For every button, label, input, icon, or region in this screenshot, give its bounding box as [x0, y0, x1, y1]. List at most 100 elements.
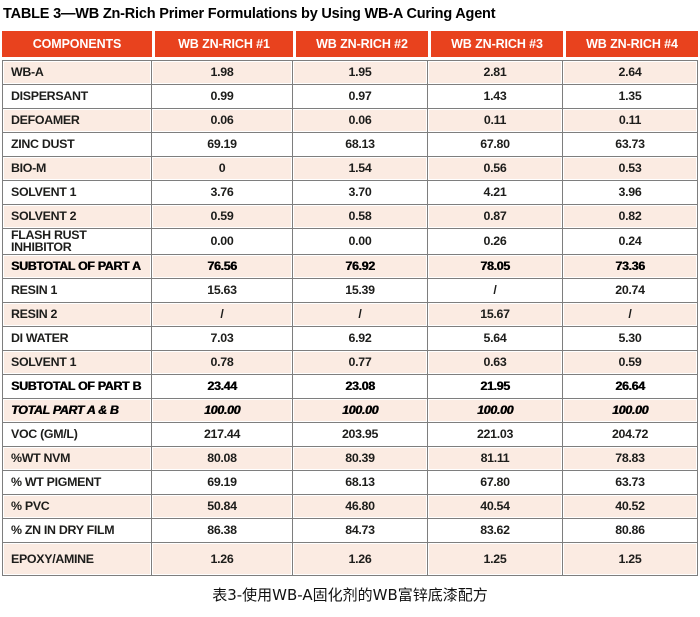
value-cell: 0.77	[293, 350, 428, 375]
value-cell: 217.44	[152, 422, 293, 447]
value-cell: 204.72	[563, 422, 698, 447]
table-row-bio-m: BIO-M 0 1.54 0.56 0.53	[2, 157, 698, 181]
table-row-total-part-a-b: TOTAL PART A & B 100.00 100.00 100.00 100.00	[2, 398, 698, 423]
row-label: ZINC DUST	[2, 133, 152, 157]
value-cell: 100.00	[563, 398, 698, 423]
value-cell: 23.44	[152, 374, 293, 399]
table-row-pvc: % PVC 50.84 46.80 40.54 40.52	[2, 494, 698, 519]
row-label: EPOXY/AMINE	[2, 542, 152, 576]
row-label: % ZN IN DRY FILM	[2, 518, 152, 543]
value-cell: /	[152, 302, 293, 327]
value-cell: 78.05	[428, 254, 563, 279]
value-cell: 0.87	[428, 205, 563, 229]
column-header-formulation-4: WB ZN-RICH #4	[563, 31, 698, 60]
value-cell: 100.00	[152, 398, 293, 423]
value-cell: 1.25	[563, 542, 698, 576]
value-cell: 203.95	[293, 422, 428, 447]
value-cell: 5.30	[563, 326, 698, 351]
row-label: BIO-M	[2, 157, 152, 181]
value-cell: 0.53	[563, 157, 698, 181]
column-header-formulation-1: WB ZN-RICH #1	[152, 31, 293, 60]
value-cell: 0.11	[563, 109, 698, 133]
value-cell: 15.63	[152, 278, 293, 303]
table-row-epoxy-amine: EPOXY/AMINE 1.26 1.26 1.25 1.25	[2, 542, 698, 576]
value-cell: 0.26	[428, 229, 563, 255]
value-cell: 0.58	[293, 205, 428, 229]
value-cell: 0.00	[152, 229, 293, 255]
table-row-resin-1: RESIN 1 15.63 15.39/20.74	[2, 278, 698, 303]
row-label: SOLVENT 1	[2, 350, 152, 375]
header-row: COMPONENTS WB ZN-RICH #1 WB ZN-RICH #2 WB Z…	[2, 31, 698, 60]
row-label: DEFOAMER	[2, 109, 152, 133]
value-cell: 15.67	[428, 302, 563, 327]
value-cell: 50.84	[152, 494, 293, 519]
value-cell: /	[293, 302, 428, 327]
value-cell: 0.06	[152, 109, 293, 133]
value-cell: 0	[152, 157, 293, 181]
value-cell: 0.11	[428, 109, 563, 133]
table-row-wt-nvm: %WT NVM 80.08 80.39 81.11 78.83	[2, 446, 698, 471]
value-cell: 78.83	[563, 446, 698, 471]
value-cell: 221.03	[428, 422, 563, 447]
row-label: DISPERSANT	[2, 85, 152, 109]
value-cell: 0.82	[563, 205, 698, 229]
table-row-zinc-dust: ZINC DUST 69.19 68.13 67.80 63.73	[2, 133, 698, 157]
column-header-formulation-2: WB ZN-RICH #2	[293, 31, 428, 60]
value-cell: 80.86	[563, 518, 698, 543]
value-cell: 83.62	[428, 518, 563, 543]
value-cell: 0.78	[152, 350, 293, 375]
column-header-components: COMPONENTS	[2, 31, 152, 60]
table-row-wt-pigment: % WT PIGMENT 69.19 68.13 67.80 63.73	[2, 470, 698, 495]
row-label: WB-A	[2, 60, 152, 85]
table-caption-zh: 表3-使用WB-A固化剂的WB富锌底漆配方	[212, 585, 488, 604]
table-row-solvent-2: SOLVENT 2 0.59 0.58 0.87 0.82	[2, 205, 698, 229]
value-cell: 3.70	[293, 181, 428, 205]
value-cell: 15.39	[293, 278, 428, 303]
table-body: WB-A 1.98 1.95 2.81 2.64 DISPERSANT 0.99 0.97 1.…	[2, 60, 698, 576]
row-label: SUBTOTAL OF PART B	[2, 374, 152, 399]
value-cell: 76.92	[293, 254, 428, 279]
row-label: % WT PIGMENT	[2, 470, 152, 495]
table-row-di-water: DI WATER 7.03 6.92 5.64 5.30	[2, 326, 698, 351]
value-cell: 3.76	[152, 181, 293, 205]
value-cell: 80.39	[293, 446, 428, 471]
value-cell: 69.19	[152, 470, 293, 495]
value-cell: 1.43	[428, 85, 563, 109]
value-cell: 1.54	[293, 157, 428, 181]
row-label: VOC (GM/L)	[2, 422, 152, 447]
value-cell: 69.19	[152, 133, 293, 157]
table-row-zn-in-dry-film: % ZN IN DRY FILM 86.38 84.73 83.62 80.86	[2, 518, 698, 543]
value-cell: 0.24	[563, 229, 698, 255]
value-cell: 1.25	[428, 542, 563, 576]
value-cell: 0.06	[293, 109, 428, 133]
table-row-voc-gm-l: VOC (GM/L) 217.44 203.95 221.03 204.72	[2, 422, 698, 447]
formulation-table: COMPONENTS WB ZN-RICH #1 WB ZN-RICH #2 WB Z…	[2, 31, 698, 576]
row-label: DI WATER	[2, 326, 152, 351]
value-cell: 68.13	[293, 470, 428, 495]
value-cell: 5.64	[428, 326, 563, 351]
value-cell: 76.56	[152, 254, 293, 279]
table-row-resin-2: RESIN 2//15.67/	[2, 302, 698, 327]
value-cell: 0.59	[152, 205, 293, 229]
value-cell: 3.96	[563, 181, 698, 205]
value-cell: 0.63	[428, 350, 563, 375]
value-cell: 46.80	[293, 494, 428, 519]
value-cell: 0.56	[428, 157, 563, 181]
value-cell: 40.54	[428, 494, 563, 519]
table-row-dispersant: DISPERSANT 0.99 0.97 1.43 1.35	[2, 85, 698, 109]
row-label: SOLVENT 1	[2, 181, 152, 205]
table-row-defoamer: DEFOAMER 0.06 0.06 0.11 0.11	[2, 109, 698, 133]
value-cell: /	[428, 278, 563, 303]
value-cell: 67.80	[428, 470, 563, 495]
value-cell: 100.00	[293, 398, 428, 423]
value-cell: 6.92	[293, 326, 428, 351]
value-cell: 84.73	[293, 518, 428, 543]
value-cell: 81.11	[428, 446, 563, 471]
value-cell: 1.35	[563, 85, 698, 109]
value-cell: 1.95	[293, 60, 428, 85]
row-label: %WT NVM	[2, 446, 152, 471]
value-cell: 1.26	[152, 542, 293, 576]
value-cell: 2.81	[428, 60, 563, 85]
value-cell: 86.38	[152, 518, 293, 543]
